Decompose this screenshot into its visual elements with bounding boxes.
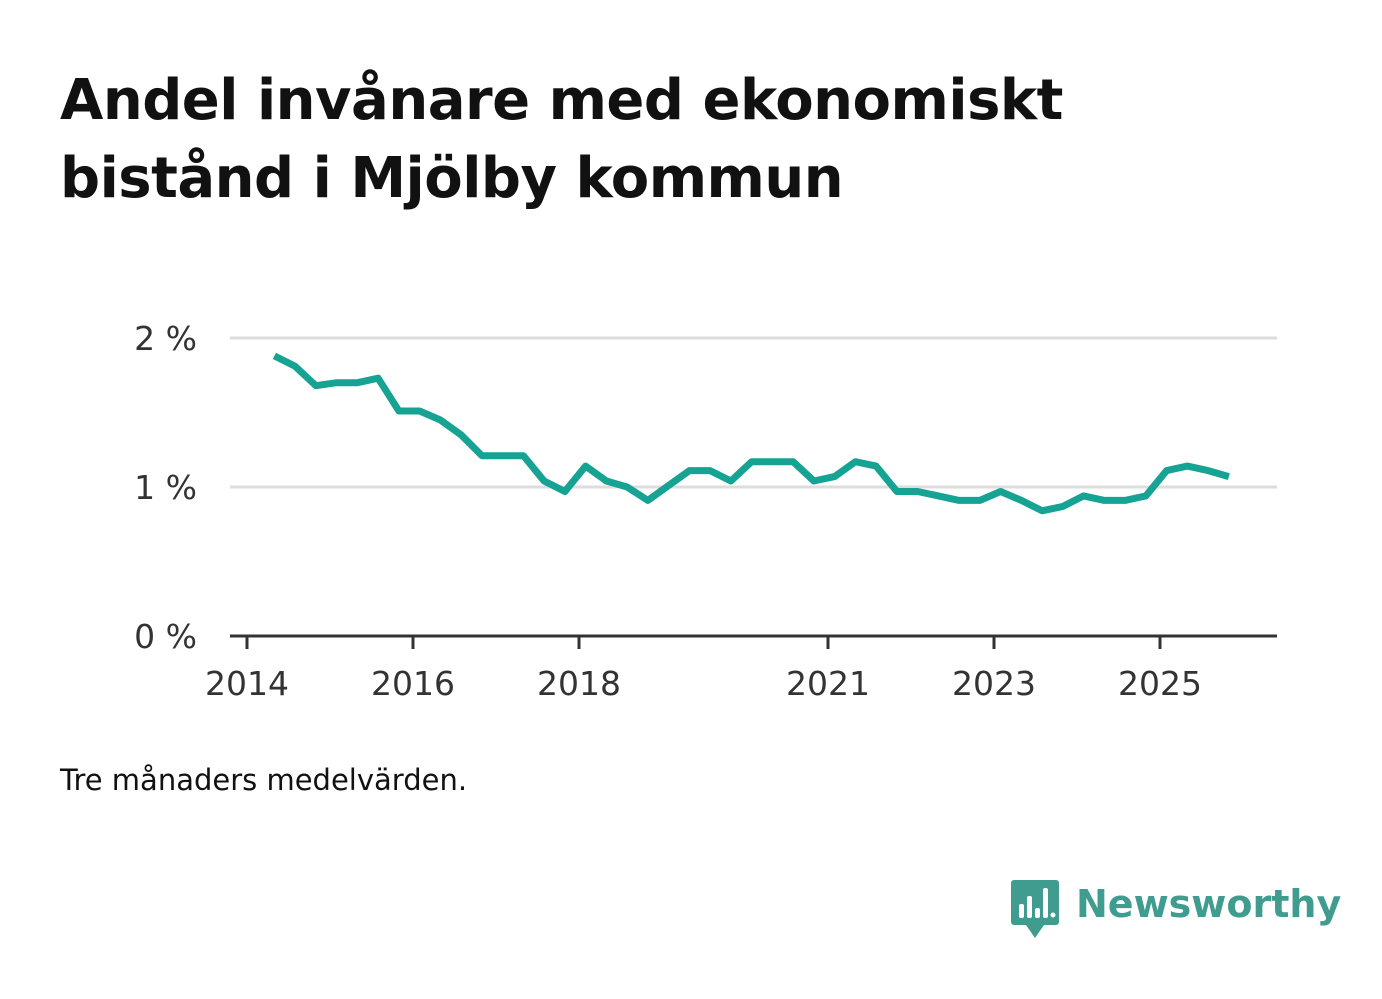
brand-name: Newsworthy <box>1076 882 1342 926</box>
y-tick-label: 0 % <box>134 617 197 656</box>
x-axis-tick-labels: 2014 2016 2018 2021 2023 2025 <box>205 664 1202 703</box>
chart-note: Tre månaders medelvärden. <box>60 763 468 797</box>
x-axis <box>230 634 1277 649</box>
brand-logo-group[interactable]: Newsworthy <box>1010 878 1341 940</box>
x-tick-label: 2021 <box>786 664 870 703</box>
x-tick-label: 2025 <box>1118 664 1202 703</box>
y-tick-label: 1 % <box>134 468 197 507</box>
newsworthy-bar-chart-icon <box>1011 880 1059 938</box>
series-layer <box>272 352 1230 515</box>
x-tick-label: 2018 <box>537 664 621 703</box>
line-chart: 0 % 1 % 2 % 2014 2016 2018 2021 2023 2025 <box>134 319 1277 703</box>
series-line <box>272 352 1230 515</box>
gridlines <box>230 336 1277 489</box>
chart-title: Andel invånare med ekonomiskt bistånd i … <box>60 68 1063 211</box>
y-axis-tick-labels: 0 % 1 % 2 % <box>134 319 197 656</box>
x-tick-label: 2014 <box>205 664 289 703</box>
y-tick-label: 2 % <box>134 319 197 358</box>
x-tick-label: 2016 <box>371 664 455 703</box>
x-tick-label: 2023 <box>952 664 1036 703</box>
